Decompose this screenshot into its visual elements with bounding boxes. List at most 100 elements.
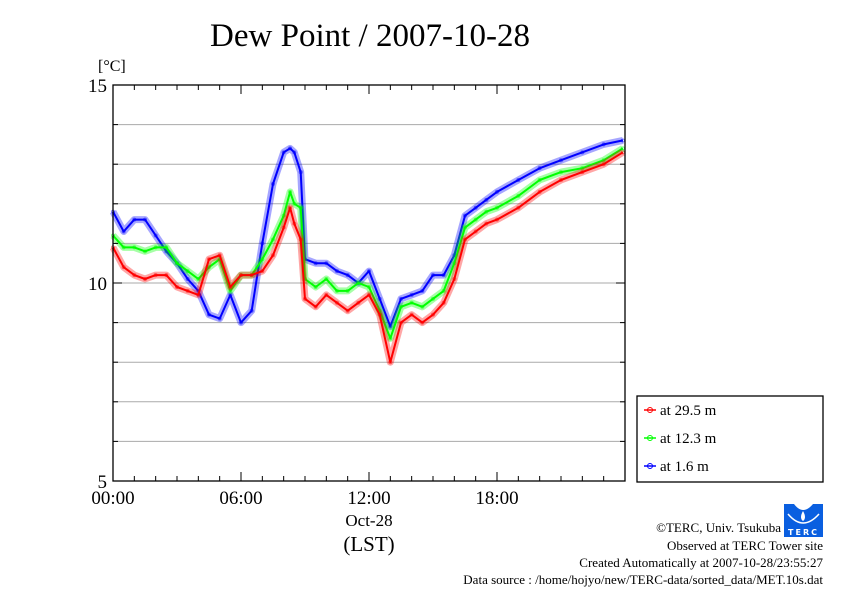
data-point	[463, 237, 467, 242]
x-tick-label: 00:00	[91, 488, 134, 509]
data-point	[292, 221, 297, 226]
data-point	[153, 273, 158, 278]
series-line	[112, 139, 624, 328]
data-point	[431, 312, 435, 317]
data-point	[495, 205, 499, 210]
data-point	[399, 320, 403, 325]
data-point	[207, 312, 211, 317]
data-point	[281, 225, 286, 230]
x-tick-label: 06:00	[219, 488, 262, 509]
data-point	[473, 205, 478, 210]
data-point	[431, 296, 435, 301]
data-point	[153, 233, 158, 238]
data-point	[452, 277, 457, 282]
legend-box	[636, 395, 824, 483]
data-point	[335, 269, 339, 274]
data-point	[580, 150, 585, 155]
legend-marker	[647, 463, 653, 469]
data-point	[431, 273, 435, 278]
data-point	[388, 336, 393, 341]
data-point	[377, 312, 382, 317]
legend-label: at 29.5 m	[660, 403, 717, 419]
data-point	[260, 257, 265, 262]
data-point	[313, 261, 318, 266]
data-point	[217, 316, 222, 321]
data-point	[367, 284, 371, 289]
legend: at 29.5 m at 12.3 m at 1.6 m	[636, 395, 824, 483]
gridlines	[113, 124, 625, 442]
data-point	[164, 273, 169, 278]
data-point	[217, 253, 222, 258]
data-point	[207, 257, 211, 262]
data-point	[164, 245, 169, 250]
data-point	[335, 288, 339, 293]
chart-title: Dew Point / 2007-10-28	[210, 18, 530, 54]
data-point	[601, 162, 606, 167]
data-point	[537, 189, 542, 194]
data-point	[260, 241, 265, 246]
data-point	[399, 304, 403, 309]
data-point	[580, 170, 585, 175]
data-point	[121, 245, 126, 250]
data-point	[463, 225, 467, 230]
series-group	[109, 136, 625, 366]
data-point	[281, 213, 286, 218]
data-point	[298, 170, 303, 175]
data-point	[324, 277, 329, 282]
data-point	[559, 170, 563, 175]
data-point	[537, 166, 542, 171]
created-text: Created Automatically at 2007-10-28/23:5…	[579, 555, 823, 570]
data-point	[495, 217, 499, 222]
data-point	[484, 209, 489, 214]
data-point	[228, 292, 233, 297]
data-point	[143, 249, 147, 254]
legend-marker	[647, 407, 653, 413]
data-point	[463, 213, 467, 218]
data-point	[143, 277, 147, 282]
data-point	[271, 237, 275, 242]
data-point	[356, 281, 361, 285]
data-point	[288, 189, 293, 194]
data-point	[303, 296, 307, 301]
data-point	[484, 221, 489, 226]
data-point	[420, 304, 425, 309]
data-point	[239, 320, 243, 325]
data-point	[228, 284, 233, 289]
data-point	[132, 217, 137, 222]
y-axis-unit: [°C]	[98, 58, 126, 75]
data-point	[313, 304, 318, 309]
data-point	[185, 288, 190, 293]
data-point	[516, 178, 521, 183]
data-point	[537, 178, 542, 183]
data-point	[409, 292, 414, 297]
data-point	[121, 265, 126, 270]
data-point	[271, 182, 275, 186]
logo-text: TERC	[788, 528, 819, 537]
data-point	[324, 261, 329, 266]
data-point	[388, 360, 393, 365]
data-point	[313, 284, 318, 289]
data-point	[484, 197, 489, 202]
data-point	[239, 273, 243, 278]
data-point	[335, 300, 339, 305]
data-point	[356, 300, 361, 305]
data-point	[298, 205, 303, 210]
data-point	[185, 277, 190, 282]
legend-marker	[647, 435, 653, 441]
data-point	[367, 292, 371, 297]
copyright-text: ©TERC, Univ. Tsukuba	[656, 520, 781, 535]
data-point	[132, 273, 137, 278]
data-point	[249, 273, 254, 278]
data-point	[345, 273, 350, 278]
data-point	[260, 269, 265, 274]
series-line	[112, 151, 624, 364]
data-point	[175, 261, 179, 266]
data-point	[196, 292, 201, 297]
legend-label: at 12.3 m	[660, 431, 717, 447]
data-point	[473, 229, 478, 234]
data-point	[185, 269, 190, 274]
data-point	[409, 312, 414, 317]
axis-ticks: 5 10 15 00:00 06:00 12:00 18:00	[88, 76, 625, 509]
data-point	[559, 158, 563, 163]
